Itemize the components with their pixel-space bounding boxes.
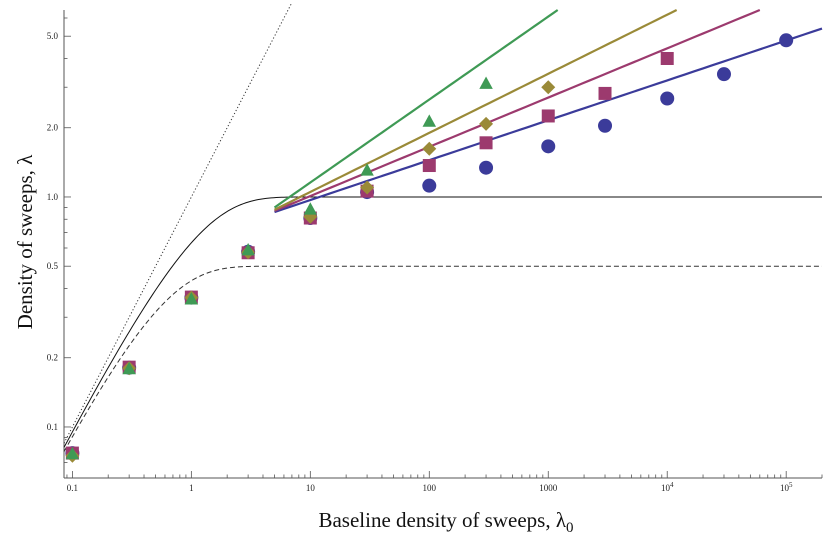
point-circle	[779, 33, 794, 48]
y-tick-label: 0.1	[47, 422, 58, 432]
fit-line-triangle	[273, 9, 559, 209]
point-triangle	[241, 243, 255, 256]
reference-curves	[63, 2, 822, 452]
point-triangle	[122, 361, 136, 375]
point-square	[598, 86, 612, 100]
x-tick-label: 1000	[539, 483, 558, 493]
x-tick-label: 105	[780, 481, 793, 493]
point-diamond	[360, 180, 375, 195]
point-diamond	[541, 80, 556, 95]
fit-line-diamond	[274, 9, 678, 211]
point-circle	[660, 91, 675, 106]
point-circle	[541, 139, 556, 154]
point-triangle	[303, 202, 318, 215]
y-axis-label: Density of sweeps, λ	[13, 154, 37, 329]
y-tick-label: 0.5	[47, 261, 59, 271]
y-tick-label: 2.0	[47, 123, 59, 133]
point-triangle	[65, 446, 80, 460]
point-diamond	[479, 116, 494, 131]
point-circle	[479, 160, 494, 175]
point-circle	[598, 118, 613, 133]
x-tick-label: 0.1	[67, 483, 78, 493]
point-circle	[422, 178, 437, 193]
point-diamond	[422, 141, 437, 156]
tick-labels: 0.1 1 10 100 1000 104 105 0.1 0.2 0.5 1.0 2.0 5.0	[47, 31, 793, 493]
y-tick-label: 0.2	[47, 353, 58, 363]
data-markers	[65, 33, 794, 463]
reference-curve-saturation-0.5	[63, 265, 822, 452]
axes	[63, 10, 823, 479]
point-triangle	[479, 76, 493, 89]
x-axis-label: Baseline density of sweeps, λ0	[318, 508, 573, 536]
x-tick-label: 1	[189, 483, 194, 493]
point-triangle	[422, 114, 437, 127]
reference-curve-identity	[63, 2, 293, 444]
point-square	[541, 109, 555, 123]
point-square	[422, 159, 436, 173]
fit-line-square	[274, 8, 761, 212]
point-square	[660, 51, 674, 65]
point-triangle	[360, 163, 374, 176]
point-square	[479, 136, 493, 150]
y-tick-label: 1.0	[47, 192, 59, 202]
y-tick-label: 5.0	[47, 31, 59, 41]
point-triangle	[184, 292, 199, 305]
reference-curve-saturation-1	[63, 196, 822, 448]
x-tick-label: 100	[423, 483, 437, 493]
x-tick-label: 104	[661, 481, 674, 493]
x-tick-label: 10	[306, 483, 316, 493]
point-circle	[716, 67, 731, 82]
